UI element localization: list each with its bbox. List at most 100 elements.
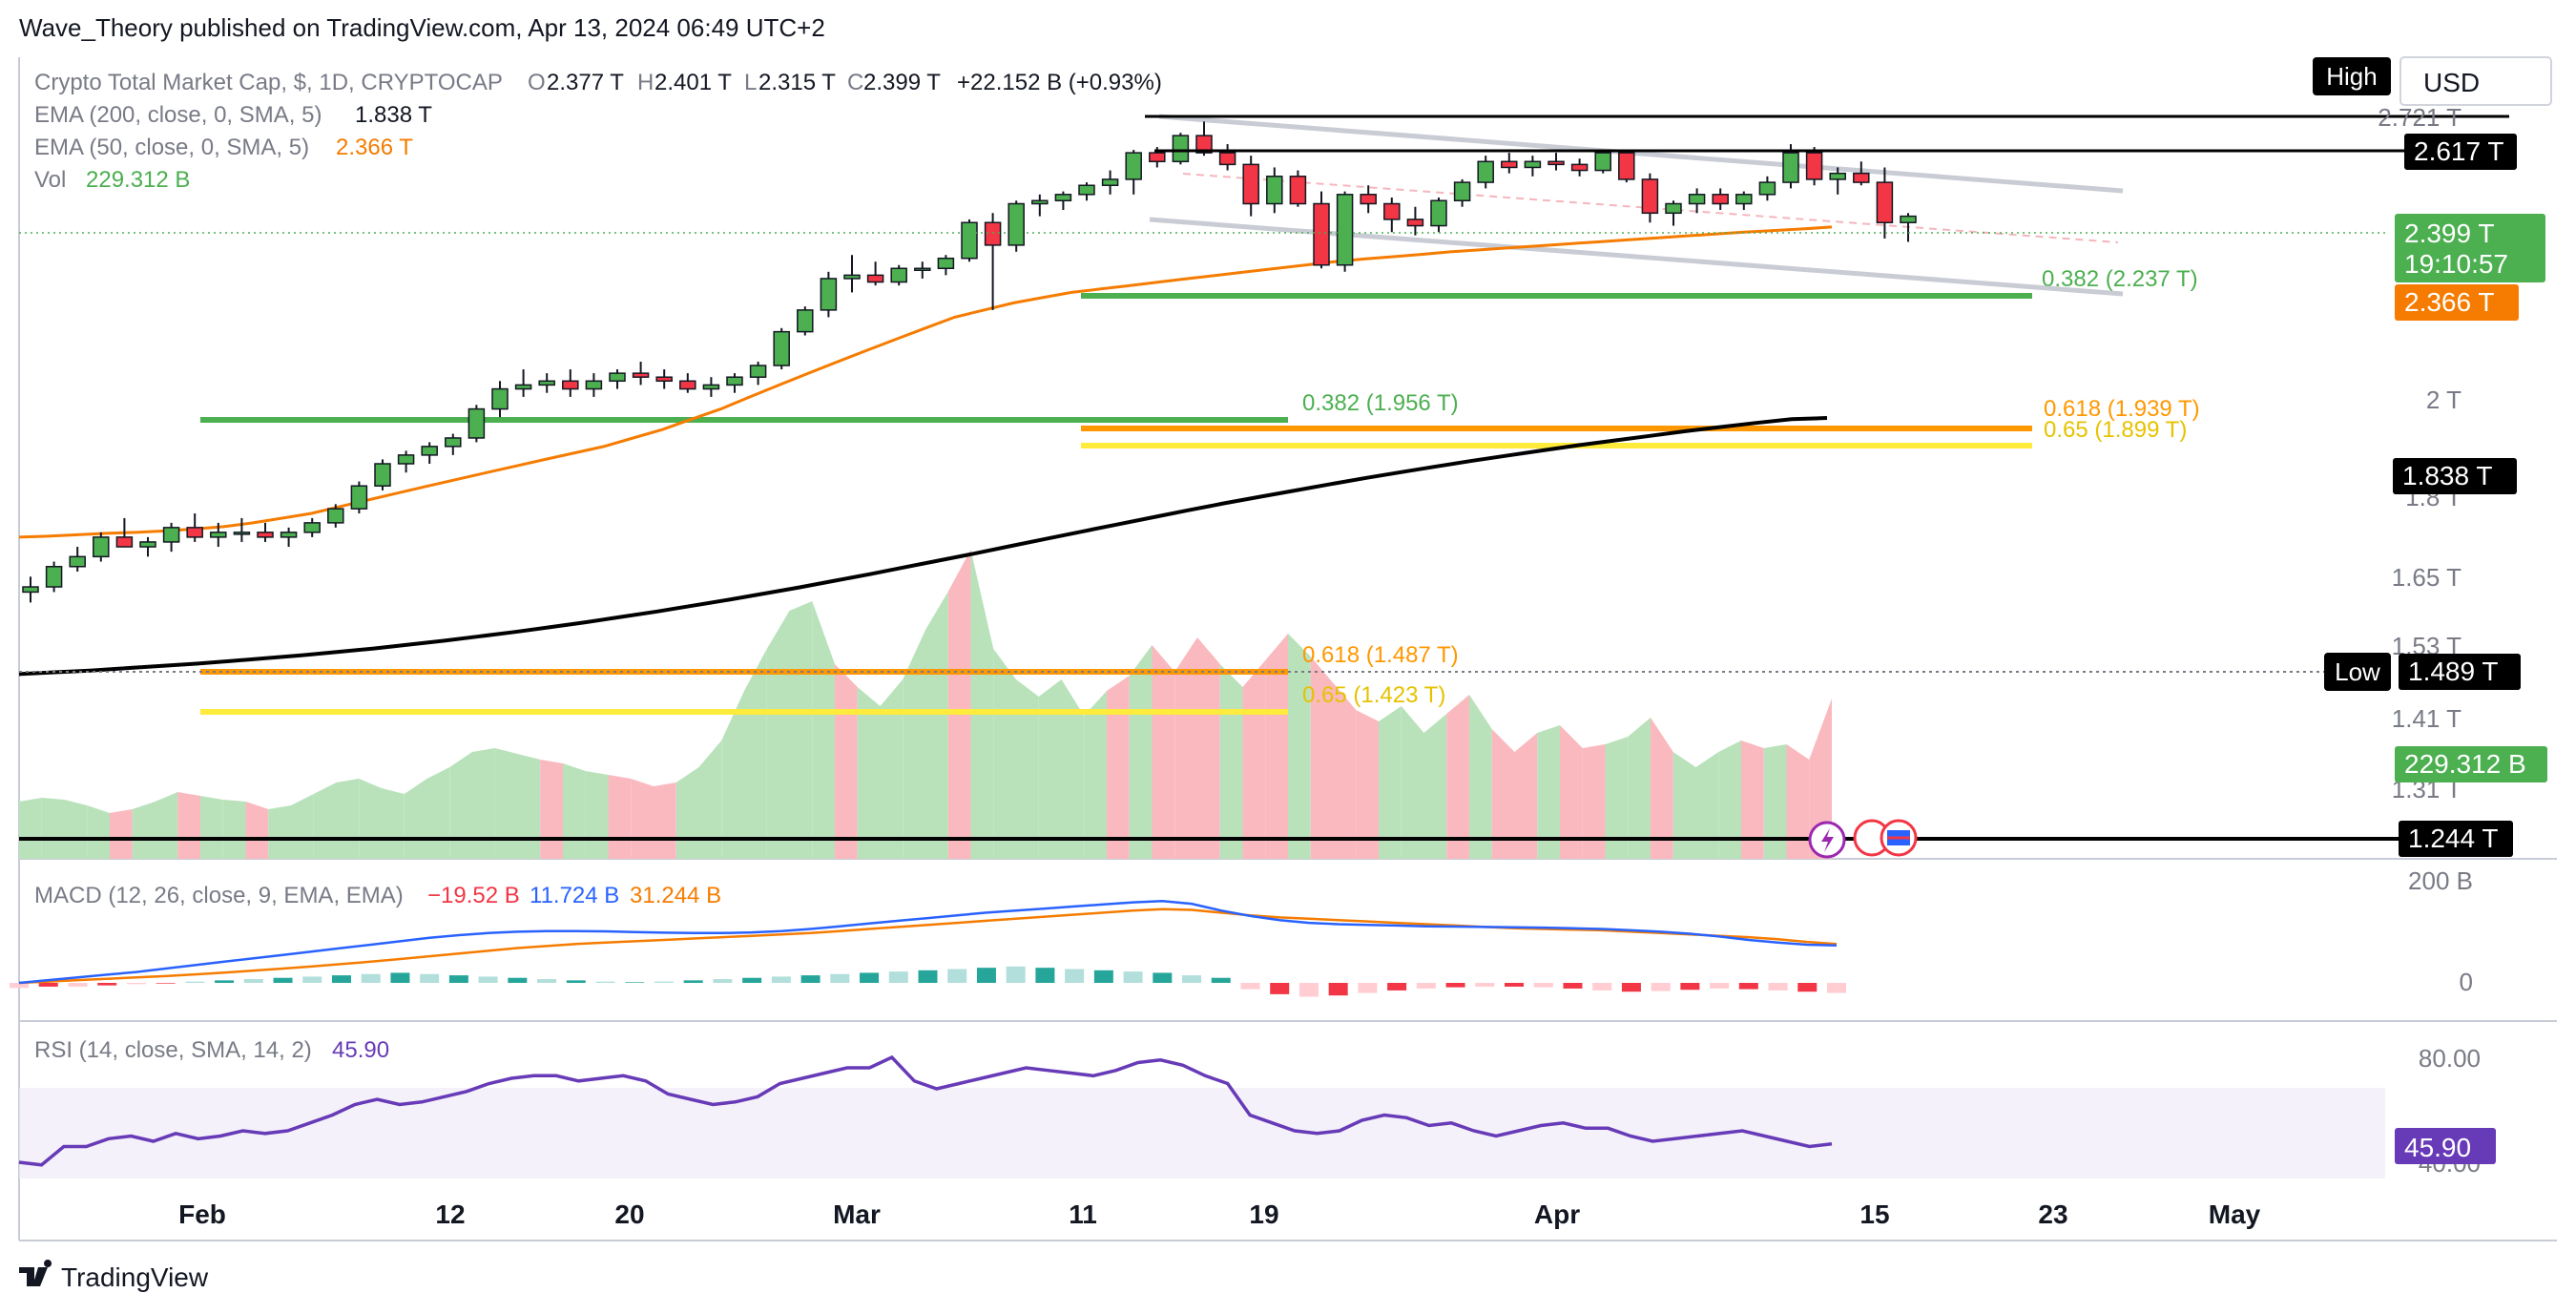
macd-histogram-bar — [478, 976, 498, 983]
macd-histogram-bar — [1738, 983, 1758, 990]
x-tick-label: 19 — [1249, 1199, 1278, 1229]
volume-segment — [1379, 706, 1402, 859]
ema200-value: 1.838 T — [355, 102, 432, 128]
macd-layer — [10, 899, 1846, 997]
volume-segment — [812, 601, 835, 859]
volume-segment — [1423, 714, 1447, 859]
candle-body — [820, 278, 838, 311]
volume-segment — [880, 679, 904, 859]
volume-segment — [654, 782, 676, 859]
currency-button[interactable]: USD — [2399, 56, 2552, 106]
candle-body — [350, 485, 368, 510]
candle-body — [773, 330, 790, 366]
volume-segment — [925, 592, 948, 859]
candle-body — [797, 309, 814, 333]
macd-histogram-bar — [860, 972, 880, 983]
candle-body — [1266, 176, 1283, 205]
candle-body — [1829, 172, 1846, 180]
macd-signal-line — [18, 907, 1838, 985]
price-label-box — [2393, 458, 2517, 494]
candle-body — [327, 508, 344, 524]
x-tick-label: Mar — [833, 1199, 881, 1229]
published-header: Wave_Theory published on TradingView.com… — [19, 13, 825, 42]
volume-segment — [563, 763, 586, 859]
candle-body — [1336, 194, 1354, 266]
volume-layer — [19, 550, 1832, 859]
macd-histogram-bar — [10, 983, 29, 989]
candle-body — [115, 536, 134, 548]
macd-histogram-bar — [1211, 977, 1231, 983]
price-labels: 2.617 T 2.399 T19:10:57 2.366 T 1.838 T 1.48… — [2393, 134, 2547, 1164]
volume-segment — [1310, 657, 1334, 859]
macd-histogram-bar — [1680, 983, 1700, 991]
macd-histogram-bar — [1358, 983, 1378, 993]
volume-segment — [970, 550, 994, 859]
volume-segment — [1446, 695, 1469, 859]
candle-body — [22, 586, 39, 594]
candle-body — [374, 463, 391, 487]
rsi-title: RSI (14, close, SMA, 14, 2) — [34, 1037, 312, 1063]
rsi-label-value: 45.90 — [2404, 1133, 2471, 1162]
volume-segment — [903, 630, 925, 859]
candle-body — [866, 274, 884, 283]
macd-line — [18, 899, 1838, 985]
macd-histogram-bar — [185, 981, 205, 983]
candle-body — [890, 267, 907, 283]
macd-histogram-bar — [361, 973, 381, 983]
macd-histogram-bar — [947, 969, 967, 983]
macd-histogram-bar — [1123, 971, 1143, 983]
macd-histogram-bar — [976, 968, 996, 983]
legend: Crypto Total Market Cap, $, 1D, CRYPTOCA… — [34, 70, 1162, 193]
y-tick-label: 2.721 T — [2378, 103, 2462, 132]
x-axis[interactable]: Feb 12 20 Mar 11 19 Apr 15 23 May — [178, 1199, 2261, 1229]
candle-body — [303, 522, 321, 533]
rsi-layer — [18, 1054, 1833, 1167]
macd-histogram-bar — [654, 981, 674, 983]
candle-body — [937, 257, 955, 270]
volume-segment — [1672, 752, 1696, 859]
ema50-line — [18, 225, 1833, 539]
macd-histogram-bar — [97, 983, 117, 986]
candle-body — [467, 407, 486, 439]
candle-body — [69, 555, 86, 568]
macd-title: MACD (12, 26, close, 9, EMA, EMA) — [34, 883, 404, 908]
candle-body — [632, 372, 650, 378]
macd-histogram-bar — [1298, 983, 1319, 997]
candle-body — [655, 376, 673, 383]
candles-layer — [22, 121, 1917, 603]
low-button[interactable]: Low — [2324, 653, 2391, 691]
candle-body — [1876, 181, 1894, 223]
volume-segment — [1695, 752, 1719, 859]
fib-label: 0.65 (1.899 T) — [2044, 417, 2187, 443]
volume-segment — [789, 601, 813, 859]
macd-histogram-bar — [742, 977, 762, 983]
volume-segment — [404, 779, 427, 859]
macd-histogram-bar — [38, 983, 58, 987]
tradingview-logo[interactable]: TradingView — [19, 1260, 209, 1292]
volume-segment — [1084, 691, 1107, 859]
macd-histogram-bar — [830, 973, 850, 983]
candle-body — [1101, 178, 1119, 186]
volume-segment — [132, 802, 156, 859]
price-label-box — [2395, 248, 2545, 282]
candle-body — [1313, 202, 1330, 266]
volume-segment — [1016, 679, 1039, 859]
candle-body — [257, 532, 274, 538]
candle-body — [421, 446, 438, 456]
candle-body — [1688, 194, 1706, 205]
macd-y-tick-label: 0 — [2460, 968, 2473, 996]
macd-histogram-bar — [243, 979, 263, 983]
high-button[interactable]: High — [2313, 57, 2391, 95]
candle-body — [1172, 135, 1190, 163]
vol-value: 229.312 B — [86, 167, 190, 193]
volume-segment — [608, 775, 632, 859]
macd-histogram-bar — [126, 983, 146, 985]
macd-histogram-bar — [1416, 983, 1436, 989]
candle-body — [702, 384, 720, 390]
candle-body — [1853, 172, 1870, 183]
candle-body — [1125, 152, 1142, 180]
event-icons[interactable] — [1808, 819, 1918, 859]
volume-segment — [41, 798, 65, 859]
macd-histogram-bar — [68, 983, 88, 987]
